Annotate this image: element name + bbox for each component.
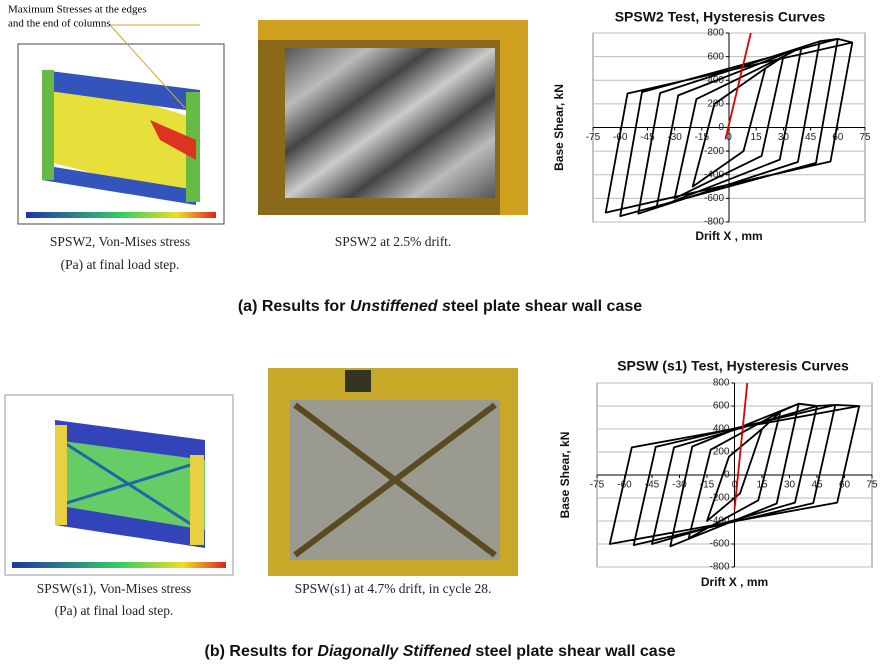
- row-caption: (a) Results for Unstiffened steel plate …: [238, 298, 642, 315]
- fea-image: [18, 44, 224, 224]
- caption: SPSW(s1) at 4.7% drift, in cycle 28.: [295, 581, 492, 596]
- chart-title: SPSW (s1) Test, Hysteresis Curves: [617, 358, 849, 374]
- x-tick-label: 75: [859, 132, 871, 143]
- y-tick-label: -600: [704, 193, 724, 204]
- figure: Maximum Stresses at the edges and the en…: [0, 0, 880, 667]
- y-tick-label: 200: [713, 447, 730, 458]
- chart-title: SPSW2 Test, Hysteresis Curves: [615, 9, 826, 25]
- y-tick-label: -800: [709, 562, 729, 573]
- caption-part: (a) Results for: [238, 298, 350, 315]
- y-tick-label: -200: [704, 146, 724, 157]
- row-caption: (b) Results for Diagonally Stiffened ste…: [205, 643, 676, 660]
- y-tick-label: 600: [713, 401, 730, 412]
- caption: SPSW2, Von-Mises stress: [50, 234, 190, 249]
- caption: (Pa) at final load step.: [61, 257, 180, 272]
- caption-part: teel plate shear wall case: [451, 298, 642, 315]
- x-tick-label: 75: [866, 480, 878, 491]
- y-tick-label: 800: [713, 378, 730, 389]
- fea-image: [5, 395, 233, 575]
- x-tick-label: 15: [751, 132, 763, 143]
- annotation: and the end of columns: [8, 18, 111, 30]
- page: {"panels":[ {"fea_note":["Maximum Stress…: [0, 0, 880, 667]
- photo: [268, 368, 518, 576]
- caption-part: (b) Results for: [205, 643, 318, 660]
- y-tick-label: 600: [707, 51, 724, 62]
- x-tick-label: -75: [590, 480, 605, 491]
- y-tick-label: -800: [704, 217, 724, 228]
- x-tick-label: -75: [586, 132, 601, 143]
- caption-part: steel plate shear wall case: [471, 643, 676, 660]
- caption-part: Unstiffened s: [350, 298, 451, 315]
- x-axis-label: Drift X , mm: [695, 229, 762, 243]
- x-tick-label: 45: [805, 132, 817, 143]
- caption-part: Diagonally Stiffened: [317, 643, 472, 660]
- annotation: Maximum Stresses at the edges: [8, 4, 147, 16]
- x-tick-label: 30: [784, 480, 796, 491]
- x-axis-label: Drift X , mm: [701, 575, 768, 589]
- caption: SPSW2 at 2.5% drift.: [335, 234, 452, 249]
- y-axis-label: Base Shear, kN: [558, 432, 572, 519]
- caption: (Pa) at final load step.: [55, 603, 174, 618]
- y-tick-label: -600: [709, 539, 729, 550]
- caption: SPSW(s1), Von-Mises stress: [37, 581, 191, 596]
- photo: [258, 20, 528, 215]
- y-tick-label: 800: [707, 28, 724, 39]
- y-axis-label: Base Shear, kN: [552, 84, 566, 171]
